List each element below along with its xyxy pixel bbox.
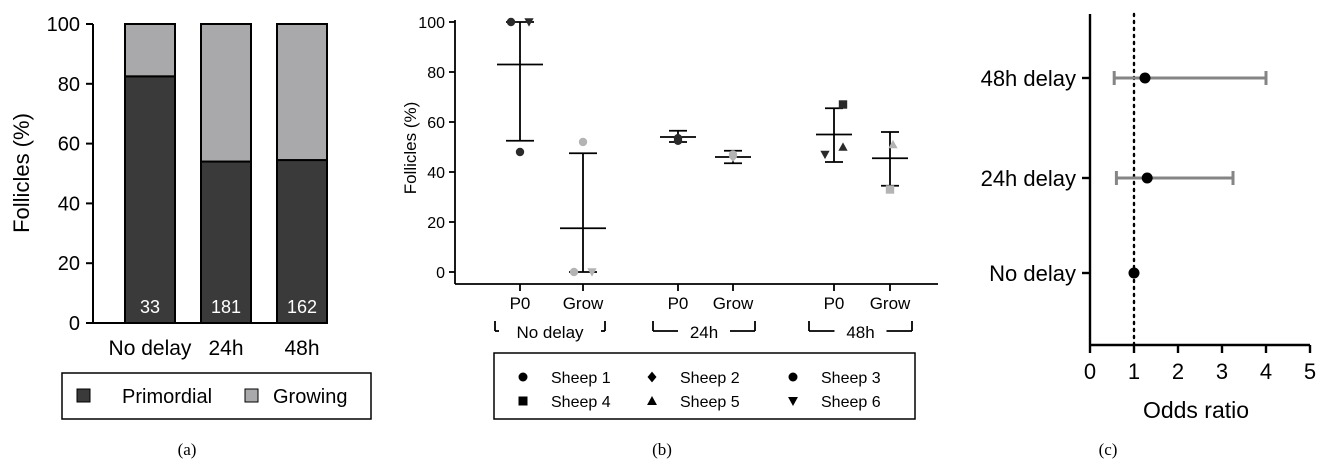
panel-c-x-tick-label: 5 bbox=[1304, 359, 1316, 384]
caption-c: (c) bbox=[1099, 440, 1118, 459]
panel-c-axes: 0 1 2 3 4 5 48h delay 24h delay No delay bbox=[981, 14, 1316, 384]
legend-label-sheep-1: Sheep 1 bbox=[551, 370, 611, 387]
panel-a-y-tick-label: 80 bbox=[58, 74, 80, 96]
group-label: No delay bbox=[516, 323, 584, 342]
panel-b-marks bbox=[497, 17, 908, 277]
panel-a-stacked-bar-chart: Follicles (%) 0 20 40 60 80 100 No delay 24h 48h… bbox=[9, 14, 372, 420]
panel-c-y-tick-label: 48h delay bbox=[981, 66, 1076, 91]
panel-a-legend-frame bbox=[61, 372, 372, 420]
bar-count-label: 181 bbox=[211, 297, 241, 317]
point-sheep-1 bbox=[515, 147, 525, 157]
caption-a: (a) bbox=[178, 440, 197, 459]
estimate-point-48h-delay bbox=[1139, 72, 1151, 84]
point-sheep-1 bbox=[506, 17, 516, 27]
growing-bar-48h bbox=[276, 23, 328, 162]
panel-c-y-tick-label: No delay bbox=[989, 261, 1076, 286]
panel-b-x-tick-label: P0 bbox=[824, 294, 845, 313]
panel-b-y-tick-label: 60 bbox=[427, 115, 445, 132]
legend-label-sheep-5: Sheep 5 bbox=[680, 394, 740, 411]
primordial-legend-label: Primordial bbox=[122, 386, 212, 408]
panel-c-x-tick-label: 2 bbox=[1172, 359, 1184, 384]
panel-c-marks bbox=[1112, 12, 1268, 347]
panel-b-legend-frame bbox=[493, 352, 916, 420]
estimate-point-24h-delay bbox=[1141, 172, 1153, 184]
panel-b-x-tick-label: P0 bbox=[510, 294, 531, 313]
panel-b-y-tick-label: 20 bbox=[427, 215, 445, 232]
panel-b-legend: Sheep 1 Sheep 2 Sheep 3 Sheep 4 Sheep 5 Sheep… bbox=[493, 352, 916, 420]
growing-legend-label: Growing bbox=[273, 386, 347, 408]
panel-b-axes: 0 20 40 60 80 100 P0 Grow P0 Grow P0 Grow No delay 24… bbox=[418, 15, 938, 342]
panel-b-y-tick-label: 40 bbox=[427, 165, 445, 182]
legend-marker-sheep-6 bbox=[788, 396, 798, 406]
bar-count-label: 162 bbox=[287, 297, 317, 317]
point-sheep-3 bbox=[728, 150, 738, 159]
panel-c-x-tick-label: 0 bbox=[1084, 359, 1096, 384]
panel-a-x-tick-label: 48h bbox=[284, 337, 319, 360]
panel-b-x-tick-label: Grow bbox=[563, 294, 604, 313]
panel-b-y-axis-label: Follicles (%) bbox=[401, 102, 420, 195]
panel-c-x-axis-label: Odds ratio bbox=[1143, 397, 1249, 423]
point-sheep-4 bbox=[885, 185, 895, 194]
primordial-bar-48h bbox=[276, 159, 328, 324]
panel-c-y-tick-label: 24h delay bbox=[981, 166, 1076, 191]
panel-c-forest-plot: 0 1 2 3 4 5 48h delay 24h delay No delay Odds ra… bbox=[981, 12, 1316, 423]
point-sheep-6 bbox=[524, 18, 534, 27]
panel-b-y-tick-label: 0 bbox=[436, 265, 445, 282]
growing-bar-24h bbox=[200, 23, 252, 163]
panel-a-y-tick-label: 100 bbox=[47, 14, 80, 36]
point-sheep-1 bbox=[569, 267, 579, 277]
panel-c-x-tick-label: 1 bbox=[1128, 359, 1140, 384]
panel-a-legend: Primordial Growing bbox=[61, 372, 372, 420]
panel-a-bars: 33 181 162 bbox=[124, 23, 328, 324]
bar-count-label: 33 bbox=[140, 297, 160, 317]
group-label: 24h bbox=[690, 323, 718, 342]
legend-marker-sheep-1 bbox=[518, 372, 528, 382]
legend-label-sheep-6: Sheep 6 bbox=[821, 394, 881, 411]
panel-b-x-tick-label: P0 bbox=[668, 294, 689, 313]
legend-marker-sheep-2 bbox=[647, 371, 657, 383]
panel-b-scatter-chart: Follicles (%) 0 20 40 60 80 100 P0 Grow P0 Grow P0… bbox=[401, 15, 938, 420]
panel-c-x-tick-label: 4 bbox=[1260, 359, 1272, 384]
point-sheep-5 bbox=[888, 139, 898, 149]
panel-b-x-tick-label: Grow bbox=[713, 294, 754, 313]
legend-label-sheep-2: Sheep 2 bbox=[680, 370, 740, 387]
panel-a-y-tick-label: 0 bbox=[69, 313, 80, 335]
legend-label-sheep-4: Sheep 4 bbox=[551, 394, 611, 411]
group-label: 48h bbox=[846, 323, 874, 342]
point-sheep-6 bbox=[820, 150, 830, 160]
panel-c-x-tick-label: 3 bbox=[1216, 359, 1228, 384]
legend-marker-sheep-5 bbox=[647, 396, 657, 406]
caption-b: (b) bbox=[652, 440, 672, 459]
point-sheep-5 bbox=[838, 142, 848, 151]
panel-a-y-tick-label: 40 bbox=[58, 193, 80, 215]
point-sheep-4 bbox=[838, 100, 848, 109]
panel-a-x-tick-label: No delay bbox=[109, 337, 192, 360]
legend-marker-sheep-4 bbox=[518, 396, 528, 406]
primordial-bar-no-delay bbox=[124, 75, 176, 324]
panel-a-axes: 0 20 40 60 80 100 No delay 24h 48h bbox=[47, 14, 320, 360]
legend-label-sheep-3: Sheep 3 bbox=[821, 370, 881, 387]
point-sheep-6 bbox=[587, 268, 597, 277]
point-sheep-3 bbox=[673, 134, 683, 143]
primordial-bar-24h bbox=[200, 160, 252, 324]
legend-marker-sheep-3 bbox=[788, 372, 798, 382]
point-sheep-1 bbox=[578, 137, 588, 147]
estimate-point-no-delay bbox=[1128, 267, 1140, 279]
growing-bar-no-delay bbox=[124, 23, 176, 78]
growing-legend-swatch bbox=[244, 388, 259, 403]
panel-a-y-axis-label: Follicles (%) bbox=[9, 113, 34, 233]
panel-b-y-tick-label: 100 bbox=[418, 15, 445, 32]
panel-b-x-tick-label: Grow bbox=[870, 294, 911, 313]
panel-b-y-tick-label: 80 bbox=[427, 65, 445, 82]
panel-a-y-tick-label: 20 bbox=[58, 253, 80, 275]
panel-a-y-tick-label: 60 bbox=[58, 134, 80, 156]
primordial-legend-swatch bbox=[76, 388, 91, 403]
panel-a-x-tick-label: 24h bbox=[208, 337, 243, 360]
